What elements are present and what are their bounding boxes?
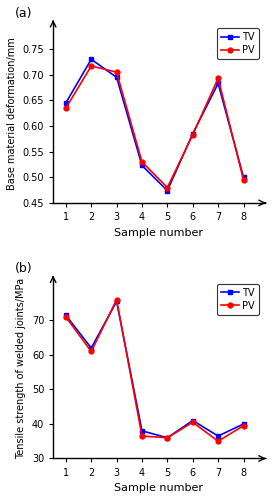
PV (242, 177, 245, 183)
PV (191, 132, 194, 138)
TV (140, 162, 144, 168)
Line: PV: PV (63, 64, 246, 190)
PV (140, 159, 144, 165)
PV (115, 296, 118, 302)
Text: (b): (b) (15, 262, 33, 276)
PV (140, 433, 144, 439)
TV (89, 345, 93, 351)
Line: TV: TV (63, 57, 246, 193)
TV (217, 80, 220, 86)
PV (166, 184, 169, 190)
Y-axis label: Base material deformation/mm: Base material deformation/mm (7, 37, 17, 190)
PV (115, 69, 118, 75)
X-axis label: Sample number: Sample number (114, 228, 203, 237)
TV (115, 74, 118, 80)
TV (191, 130, 194, 136)
Legend: TV, PV: TV, PV (217, 28, 259, 59)
Line: TV: TV (63, 299, 246, 440)
TV (64, 100, 67, 106)
Text: (a): (a) (15, 7, 33, 20)
PV (64, 105, 67, 111)
PV (191, 419, 194, 425)
PV (166, 435, 169, 441)
TV (242, 174, 245, 180)
PV (89, 348, 93, 354)
TV (191, 418, 194, 424)
PV (89, 63, 93, 69)
X-axis label: Sample number: Sample number (114, 483, 203, 493)
TV (217, 433, 220, 439)
Legend: TV, PV: TV, PV (217, 284, 259, 314)
TV (242, 421, 245, 427)
Y-axis label: Tensile strength of welded joints/MPa: Tensile strength of welded joints/MPa (16, 278, 26, 460)
TV (166, 435, 169, 441)
Line: PV: PV (63, 298, 246, 444)
TV (89, 56, 93, 62)
TV (140, 428, 144, 434)
PV (217, 438, 220, 444)
TV (115, 298, 118, 304)
PV (242, 422, 245, 428)
PV (64, 314, 67, 320)
TV (64, 312, 67, 318)
PV (217, 76, 220, 82)
TV (166, 188, 169, 194)
